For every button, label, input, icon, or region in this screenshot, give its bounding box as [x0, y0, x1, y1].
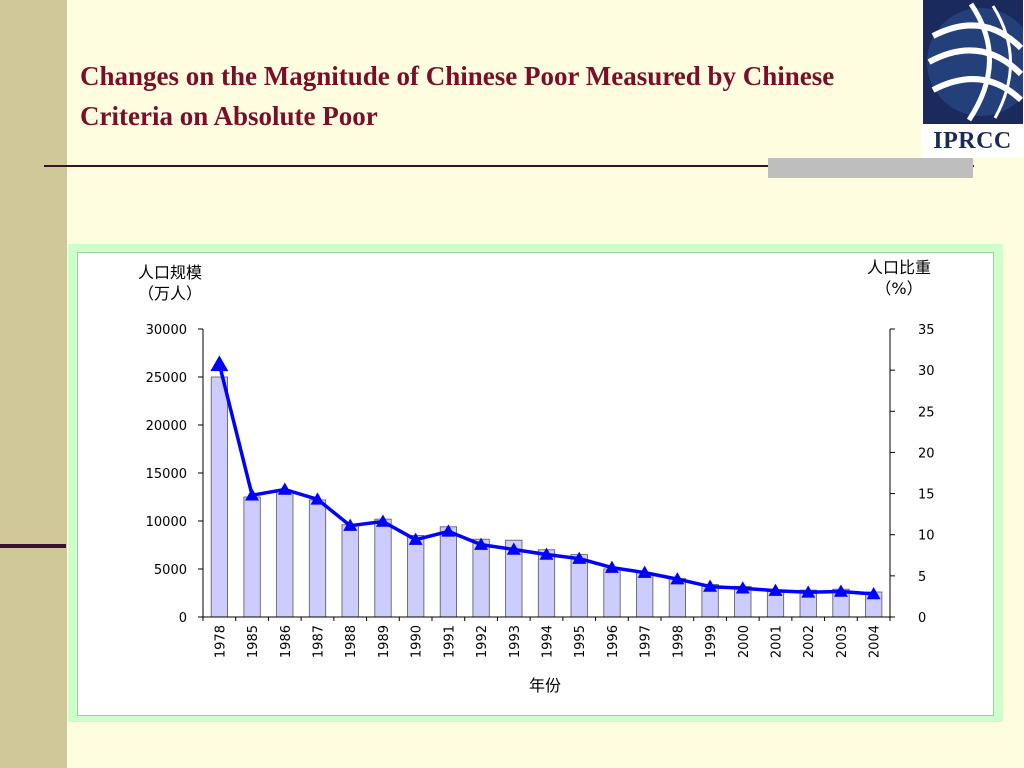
x-tick-1994: 1994 [541, 625, 556, 658]
x-tick-2002: 2002 [802, 625, 817, 658]
point-1997 [637, 565, 652, 578]
poverty-chart: 0 5000 10000 15000 20000 25000 30000 0 5 10 15 20 2… [138, 258, 935, 695]
left-tick-5000: 5000 [154, 563, 187, 578]
left-tick-0: 0 [179, 611, 187, 626]
right-tick-10: 10 [918, 529, 935, 544]
x-tick-1987: 1987 [312, 625, 327, 658]
point-1985 [245, 488, 260, 501]
x-tick-1993: 1993 [508, 625, 523, 658]
right-tick-30: 30 [918, 364, 935, 379]
bar-1994 [537, 549, 556, 618]
point-2000 [735, 581, 750, 594]
bar-1996 [603, 568, 621, 618]
x-tick-1997: 1997 [639, 625, 654, 658]
bar-1989 [374, 518, 392, 618]
bar-1995 [570, 554, 588, 618]
point-1996 [604, 560, 619, 573]
line-series [210, 355, 881, 600]
x-tick-1989: 1989 [377, 625, 392, 658]
point-1994 [539, 547, 554, 560]
left-band-divider [0, 544, 66, 548]
point-2004 [866, 586, 881, 600]
bar-1978 [210, 376, 228, 618]
x-tick-2001: 2001 [770, 625, 785, 658]
bar-1991 [439, 526, 458, 618]
y-right-label-line2: （%） [875, 279, 922, 298]
bar-1997 [636, 572, 654, 618]
x-tick-labels: 1978 1985 1986 1987 1988 1989 1990 1991 1992 1993… [202, 617, 891, 658]
x-tick-1996: 1996 [606, 625, 621, 658]
x-tick-1992: 1992 [475, 625, 490, 658]
title-underline [44, 165, 974, 167]
point-1995 [572, 551, 587, 564]
logo-text: IPRCC [933, 128, 1012, 154]
bar-1992 [472, 538, 490, 618]
point-1993 [506, 542, 521, 555]
point-1988 [343, 518, 358, 531]
x-tick-2003: 2003 [835, 625, 850, 658]
right-tick-35: 35 [918, 323, 935, 338]
bar-1985 [243, 496, 261, 618]
x-tick-1988: 1988 [344, 625, 359, 658]
right-tick-0: 0 [918, 611, 926, 626]
iprcc-logo: IPRCC [921, 0, 1024, 158]
title-accent-bar [768, 158, 973, 178]
point-1978 [210, 355, 229, 372]
right-tick-5: 5 [918, 570, 926, 585]
x-tick-1985: 1985 [246, 625, 261, 658]
point-1989 [375, 514, 390, 527]
point-2001 [768, 583, 783, 596]
x-tick-2000: 2000 [737, 625, 752, 658]
x-tick-1986: 1986 [279, 625, 294, 658]
x-tick-1995: 1995 [573, 625, 588, 658]
left-tick-30000: 30000 [146, 323, 187, 338]
x-tick-1999: 1999 [704, 625, 719, 658]
point-2002 [801, 585, 816, 598]
x-tick-1978: 1978 [213, 625, 228, 658]
bar-1987 [308, 499, 327, 618]
point-1987 [310, 492, 325, 505]
point-1992 [474, 537, 489, 550]
left-tick-15000: 15000 [146, 467, 187, 482]
bar-1988 [341, 524, 359, 618]
bar-1986 [276, 490, 294, 618]
right-tick-labels: 0 5 10 15 20 25 30 35 [890, 323, 935, 626]
x-tick-1990: 1990 [410, 625, 425, 658]
point-2003 [833, 584, 848, 597]
y-left-label-line2: （万人） [138, 284, 202, 303]
point-1999 [703, 579, 718, 592]
x-tick-1998: 1998 [671, 625, 686, 658]
point-1991 [441, 524, 456, 537]
right-tick-25: 25 [918, 405, 935, 420]
globe-icon [923, 0, 1023, 124]
x-tick-1991: 1991 [442, 625, 457, 658]
right-tick-20: 20 [918, 446, 935, 461]
bar-1990 [407, 534, 425, 618]
x-tick-2004: 2004 [868, 625, 883, 658]
x-axis-label: 年份 [529, 676, 561, 695]
left-decorative-band [0, 0, 67, 768]
left-tick-20000: 20000 [146, 419, 187, 434]
slide-title: Changes on the Magnitude of Chinese Poor… [80, 61, 835, 131]
chart-panel: 0 5000 10000 15000 20000 25000 30000 0 5 10 15 20 2… [77, 252, 994, 716]
left-tick-10000: 10000 [146, 515, 187, 530]
left-tick-25000: 25000 [146, 371, 187, 386]
y-right-label-line1: 人口比重 [867, 258, 931, 277]
point-1986 [277, 482, 292, 495]
left-tick-labels: 0 5000 10000 15000 20000 25000 30000 [146, 323, 203, 626]
right-tick-15: 15 [918, 488, 935, 503]
point-1990 [408, 532, 423, 545]
point-1998 [670, 572, 685, 585]
y-left-label-line1: 人口规模 [138, 263, 202, 282]
